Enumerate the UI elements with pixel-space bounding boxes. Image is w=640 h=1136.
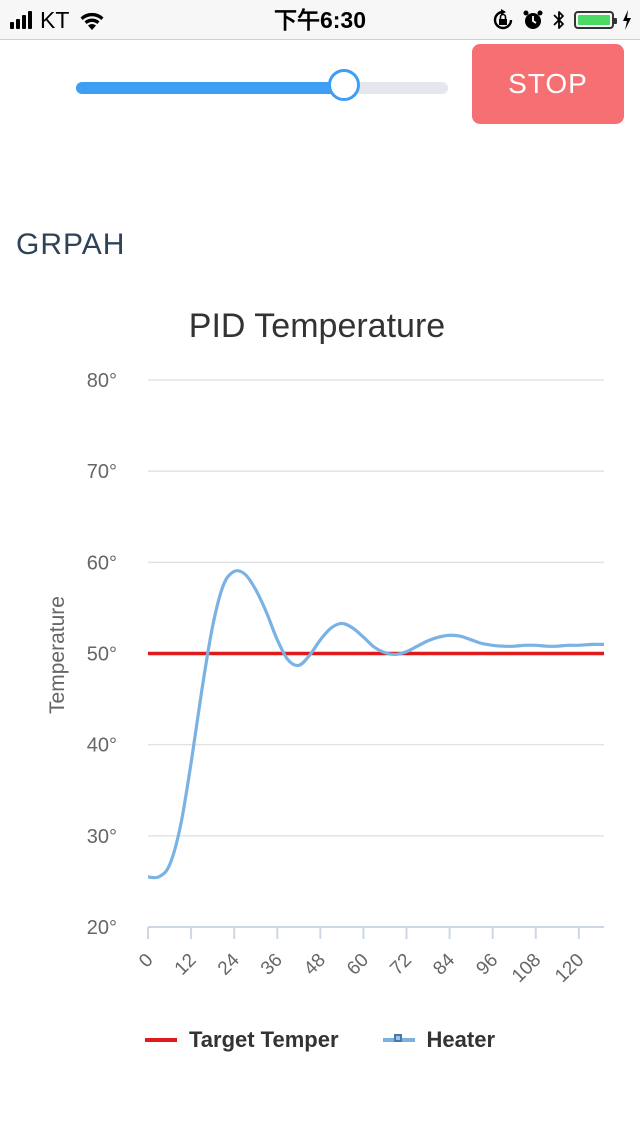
x-tick-label: 12 — [171, 950, 201, 980]
chart-series — [147, 569, 605, 880]
x-tick-label: 0 — [135, 950, 157, 972]
x-tick-label: 60 — [343, 950, 373, 980]
x-tick-label: 84 — [429, 949, 459, 979]
graph-section-title: GRPAH — [16, 228, 126, 261]
y-tick-label: 60° — [87, 552, 117, 574]
slider-thumb[interactable] — [327, 69, 360, 101]
carrier-label: KT — [40, 6, 70, 33]
series-line-heater — [147, 569, 605, 880]
chart-title: PID Temperature — [189, 307, 445, 345]
legend-swatch-heater — [382, 1034, 415, 1042]
battery-icon — [574, 11, 617, 29]
speed-slider[interactable] — [76, 69, 448, 101]
legend-label-target: Target Temper — [188, 1027, 339, 1052]
y-tick-labels: 20° 30° 40° 50° 60° 70° 80° — [87, 370, 117, 939]
status-time: 下午6:30 — [273, 7, 367, 33]
y-tick-label: 20° — [87, 917, 117, 939]
slider-fill — [76, 82, 344, 94]
bluetooth-icon — [553, 11, 564, 29]
x-tick-label: 96 — [472, 950, 502, 980]
legend-swatch-target — [144, 1038, 177, 1042]
x-tick-label: 72 — [386, 950, 416, 980]
status-right — [492, 0, 632, 40]
x-tick-label: 36 — [257, 950, 287, 980]
legend-item-target[interactable]: Target Temper — [144, 1027, 339, 1053]
y-tick-label: 50° — [87, 644, 117, 666]
x-tick-label: 48 — [300, 950, 330, 980]
pid-temperature-chart: PID Temperature Temperature 20° 30° 40° 50°… — [46, 307, 605, 987]
legend-label-heater: Heater — [426, 1027, 496, 1052]
chart-legend: Target Temper Heater — [0, 1018, 640, 1062]
y-tick-label: 40° — [87, 735, 117, 757]
alarm-icon — [523, 10, 543, 29]
status-bar: KT 下午6:30 — [0, 0, 640, 40]
x-axis: 0 12 24 36 48 60 72 84 96 108 120 — [135, 926, 604, 987]
y-tick-label: 30° — [87, 826, 117, 848]
x-tick-label: 24 — [214, 949, 244, 979]
y-tick-label: 70° — [87, 461, 117, 483]
x-tick-label: 108 — [508, 950, 545, 987]
legend-item-heater[interactable]: Heater — [382, 1027, 496, 1053]
signal-icon — [10, 11, 32, 29]
wifi-icon — [80, 12, 104, 30]
x-tick-label: 120 — [551, 950, 588, 987]
orientation-lock-icon — [493, 9, 513, 30]
status-left: KT — [10, 0, 107, 40]
charging-bolt-icon — [623, 10, 631, 30]
stop-button[interactable]: STOP — [472, 44, 624, 124]
y-tick-label: 80° — [87, 370, 117, 392]
y-axis-label: Temperature — [46, 596, 69, 714]
